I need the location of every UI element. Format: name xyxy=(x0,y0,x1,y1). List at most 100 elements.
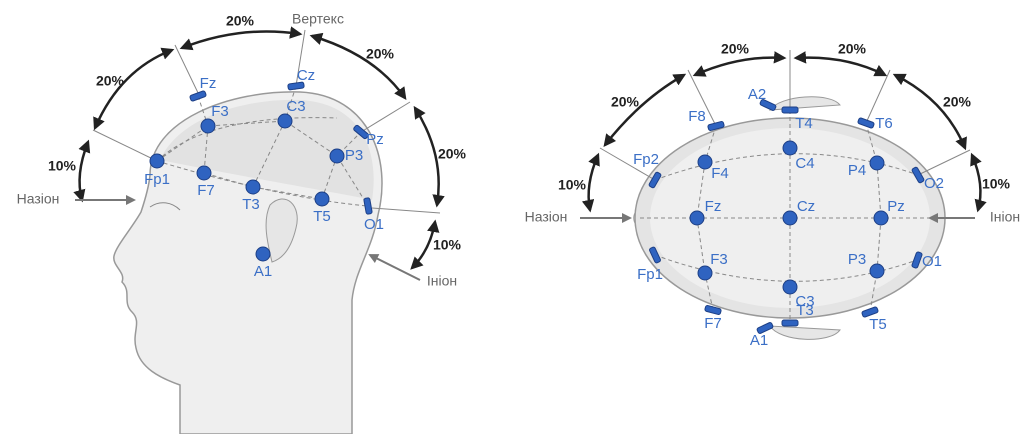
electrode xyxy=(873,210,889,226)
electrode-label: Fp2 xyxy=(633,151,659,168)
electrode-label: F3 xyxy=(710,251,728,268)
percent-label: 20% xyxy=(438,146,467,162)
arrow xyxy=(603,73,687,147)
percent-label: 20% xyxy=(96,73,125,89)
electrode-label: F7 xyxy=(197,182,215,199)
electrode-label: Fp1 xyxy=(637,266,663,283)
percent-label: 20% xyxy=(838,41,867,57)
electrode xyxy=(196,165,212,181)
landmark-label: Ініон xyxy=(990,209,1020,225)
electrode-pad xyxy=(648,171,662,189)
electrode-label: F4 xyxy=(711,165,729,182)
arrow xyxy=(93,47,175,131)
landmark-label: Назіон xyxy=(17,191,60,207)
percent-label: 10% xyxy=(558,177,587,193)
percent-label: 20% xyxy=(721,41,750,57)
electrode-label: C3 xyxy=(286,98,305,115)
electrode-pad xyxy=(353,124,369,140)
electrode-label: Cz xyxy=(797,198,815,215)
electrode-label: P3 xyxy=(848,251,866,268)
electrode-label: A2 xyxy=(748,86,766,103)
percent-label: 10% xyxy=(48,158,77,174)
arrow xyxy=(581,152,600,213)
electrode-pad xyxy=(911,251,923,269)
electrode xyxy=(149,153,165,169)
percent-label: 20% xyxy=(226,13,255,29)
ear xyxy=(265,198,298,263)
percent-label: 10% xyxy=(982,176,1011,192)
arrow xyxy=(892,73,967,151)
electrode-label: Fp1 xyxy=(144,171,170,188)
electrode xyxy=(277,113,293,129)
electrode-label: P3 xyxy=(345,147,363,164)
electrode-pad xyxy=(911,166,925,184)
arrow xyxy=(793,51,888,77)
side-view xyxy=(73,26,445,434)
electrode-label: O2 xyxy=(924,175,944,192)
electrode-label: P4 xyxy=(848,162,866,179)
arrow xyxy=(970,152,987,213)
electrode xyxy=(314,191,330,207)
arrow xyxy=(410,219,440,270)
electrode-pad xyxy=(649,246,661,264)
electrode xyxy=(255,246,271,262)
arrow xyxy=(413,105,445,208)
electrode-label: T3 xyxy=(242,196,260,213)
electrode-pad xyxy=(756,322,774,334)
electrode-pad xyxy=(781,106,799,114)
electrode-label: T3 xyxy=(796,302,814,319)
pointer xyxy=(368,254,421,281)
landmark-label: Ініон xyxy=(427,273,457,289)
electrode-pad xyxy=(287,81,305,91)
percent-label: 20% xyxy=(366,46,395,62)
electrode-pad xyxy=(861,306,879,318)
electrode-pad xyxy=(857,117,875,129)
percent-label: 20% xyxy=(611,94,640,110)
arrow xyxy=(692,51,787,77)
electrode-pad xyxy=(363,197,373,215)
electrode-label: Fz xyxy=(200,75,217,92)
electrode-label: C3 xyxy=(795,293,814,310)
electrode-label: A1 xyxy=(750,332,768,349)
electrode-label: F3 xyxy=(211,103,229,120)
guide-lines xyxy=(92,29,441,214)
electrode xyxy=(782,210,798,226)
electrode-pad xyxy=(707,120,725,132)
electrode xyxy=(245,179,261,195)
electrode-label: T5 xyxy=(313,208,331,225)
arrow xyxy=(73,139,91,203)
landmark-label: Назіон xyxy=(525,209,568,225)
electrode xyxy=(869,263,885,279)
electrode-pad xyxy=(781,319,799,327)
electrode-label: A1 xyxy=(254,263,272,280)
electrode xyxy=(697,265,713,281)
electrode-pad xyxy=(759,99,777,111)
electrode xyxy=(329,148,345,164)
electrode-label: Fz xyxy=(705,198,722,215)
electrode-label: O1 xyxy=(364,216,384,233)
eye xyxy=(149,202,181,211)
arrow xyxy=(179,26,303,51)
top-view xyxy=(580,50,987,340)
electrode-label: F7 xyxy=(704,315,722,332)
percent-label: 20% xyxy=(943,94,972,110)
electrode xyxy=(697,154,713,170)
electrode xyxy=(200,118,216,134)
electrode-label: T4 xyxy=(795,115,813,132)
electrode-label: T6 xyxy=(875,115,893,132)
electrode-label: Pz xyxy=(887,198,905,215)
electrode-label: Pz xyxy=(366,131,384,148)
arrow xyxy=(309,32,407,101)
electrode-label: T5 xyxy=(869,316,887,333)
electrode xyxy=(782,279,798,295)
landmark-label: Вертекс xyxy=(292,11,344,27)
electrode xyxy=(689,210,705,226)
electrode-label: Cz xyxy=(297,67,315,84)
electrode-label: C4 xyxy=(795,155,814,172)
electrode xyxy=(869,155,885,171)
electrode-label: F8 xyxy=(688,108,706,125)
percent-label: 10% xyxy=(433,237,462,253)
electrode-label: O1 xyxy=(922,253,942,270)
electrode-pad xyxy=(189,90,207,102)
